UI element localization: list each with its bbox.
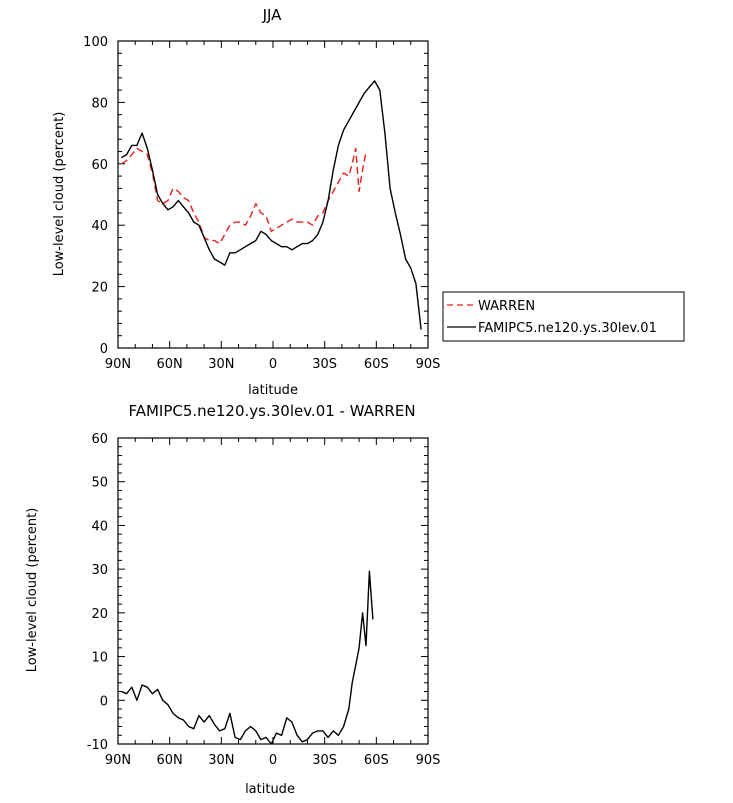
top-x-tick-label: 30S xyxy=(312,357,337,372)
top-x-tick-label: 60S xyxy=(364,357,389,372)
bottom-x-axis-title: latitude xyxy=(245,782,295,797)
top-plot-frame xyxy=(117,40,429,349)
top-x-tick-label: 90N xyxy=(105,357,131,372)
top-y-tick-label: 80 xyxy=(91,96,108,111)
bottom-series-line-0 xyxy=(121,570,374,745)
top-x-tick-label: 30N xyxy=(208,357,234,372)
bottom-x-tick-label: 60N xyxy=(157,753,183,768)
top-axis-ticks xyxy=(117,40,429,349)
top-series-line-1 xyxy=(121,80,422,330)
top-y-tick-label: 40 xyxy=(91,219,108,234)
top-x-axis-title: latitude xyxy=(248,383,298,398)
top-chart-title: JJA xyxy=(262,6,283,24)
bottom-chart: FAMIPC5.ne120.ys.30lev.01 - WARREN 90N 60… xyxy=(25,402,440,797)
top-y-tick-label: 20 xyxy=(91,281,108,296)
bottom-axis-ticks xyxy=(117,437,429,745)
legend-box xyxy=(442,291,685,342)
top-x-tick-labels: 90N 60N 30N 0 30S 60S 90S xyxy=(105,357,441,372)
bottom-y-tick-label: 20 xyxy=(91,607,108,622)
top-y-tick-label: 100 xyxy=(83,35,108,50)
bottom-y-tick-label: 10 xyxy=(91,651,108,666)
bottom-x-tick-label: 60S xyxy=(364,753,389,768)
top-y-tick-label: 0 xyxy=(100,342,108,357)
bottom-y-tick-label: -10 xyxy=(87,738,108,753)
bottom-x-tick-labels: 90N 60N 30N 0 30S 60S 90S xyxy=(105,753,441,768)
top-x-tick-label: 0 xyxy=(269,357,277,372)
bottom-y-tick-label: 50 xyxy=(91,476,108,491)
legend-label-warren: WARREN xyxy=(478,299,535,314)
legend: WARREN FAMIPC5.ne120.ys.30lev.01 xyxy=(442,291,685,342)
top-chart: JJA 90N 60N 30N 0 30S 60S 90S 0 20 40 60 80 100 lat… xyxy=(52,6,440,398)
bottom-x-tick-label: 90S xyxy=(416,753,441,768)
bottom-y-tick-label: 30 xyxy=(91,563,108,578)
top-series-lines xyxy=(121,80,422,330)
top-y-tick-label: 60 xyxy=(91,158,108,173)
top-x-tick-label: 60N xyxy=(157,357,183,372)
bottom-series-lines xyxy=(121,570,374,745)
bottom-y-axis-title: Low-level cloud (percent) xyxy=(25,508,40,673)
bottom-y-tick-label: 60 xyxy=(91,432,108,447)
bottom-x-tick-label: 0 xyxy=(269,753,277,768)
top-x-tick-label: 90S xyxy=(416,357,441,372)
bottom-x-tick-label: 30N xyxy=(208,753,234,768)
bottom-chart-title: FAMIPC5.ne120.ys.30lev.01 - WARREN xyxy=(128,402,415,420)
bottom-x-tick-label: 30S xyxy=(312,753,337,768)
legend-label-famipc5: FAMIPC5.ne120.ys.30lev.01 xyxy=(478,321,657,336)
bottom-x-tick-label: 90N xyxy=(105,753,131,768)
top-series-line-0 xyxy=(121,147,367,245)
bottom-y-tick-labels: -10 0 10 20 30 40 50 60 xyxy=(87,432,108,753)
top-y-axis-title: Low-level cloud (percent) xyxy=(52,112,67,277)
bottom-y-tick-label: 40 xyxy=(91,519,108,534)
top-y-tick-labels: 0 20 40 60 80 100 xyxy=(83,35,108,357)
bottom-y-tick-label: 0 xyxy=(100,694,108,709)
bottom-plot-frame xyxy=(117,437,429,745)
